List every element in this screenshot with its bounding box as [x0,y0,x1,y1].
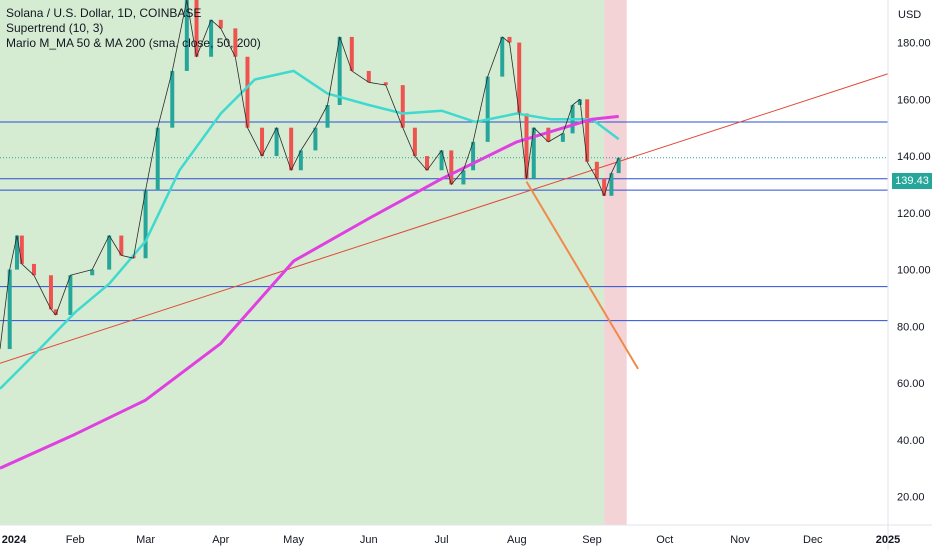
candle-7 [68,275,73,315]
candle-21 [260,127,265,157]
y-tick-label-2: 60.00 [897,378,925,390]
y-tick-label-0: 20.00 [897,492,925,504]
x-tick-label-11: Dec [803,534,823,546]
y-tick-label-4: 100.00 [897,265,931,277]
rising-trendline [0,73,889,364]
candle-5 [48,275,53,310]
candle-9 [107,235,112,270]
candle-3 [19,235,24,264]
candle-30 [383,82,388,86]
x-tick-label-8: Sep [582,534,602,546]
candle-24 [298,150,303,171]
last-price-badge: 139.43 [892,173,932,189]
x-tick-label-4: May [283,534,304,546]
price-line [0,0,620,350]
candle-41 [517,42,522,114]
candle-8 [90,269,95,276]
candle-51 [609,173,614,196]
candle-6 [53,309,58,315]
candle-23 [289,127,294,171]
candle-22 [274,127,279,157]
y-tick-label-7: 160.00 [897,94,931,106]
x-tick-label-3: Apr [212,534,229,546]
bearish-background [604,0,627,525]
ma50-line [0,69,620,390]
candle-34 [439,150,444,171]
y-tick-label-1: 40.00 [897,435,925,447]
chart-legend: Solana / U.S. Dollar, 1D, COINBASE Super… [6,6,261,51]
candle-2 [14,235,19,270]
candle-40 [507,36,512,43]
currency-label[interactable]: USD [898,9,922,21]
candle-26 [325,105,330,128]
candle-31 [400,85,405,128]
bullish-background [0,0,605,525]
candle-29 [366,70,371,83]
candle-18 [218,19,223,29]
x-tick-label-9: Oct [656,534,673,546]
candle-44 [546,127,551,142]
candle-52 [616,157,621,174]
y-tick-label-5: 120.00 [897,208,931,220]
candle-15 [184,0,189,71]
candle-38 [485,76,490,142]
candle-39 [500,36,505,77]
candle-33 [425,156,430,171]
y-tick-label-3: 80.00 [897,321,925,333]
falling-trendline [525,181,639,370]
legend-title: Solana / U.S. Dollar, 1D, COINBASE [6,6,202,20]
candle-36 [461,170,466,185]
x-tick-label-12: 2025 [876,534,900,546]
candle-20 [245,56,250,128]
candle-45 [560,133,565,142]
candle-42 [524,113,529,179]
candle-37 [471,141,476,171]
legend-ma: Mario M_MA 50 & MA 200 (sma, close, 50, … [6,36,261,50]
ma200-line [0,114,619,470]
x-tick-label-0: 2024 [2,534,27,546]
candle-35 [449,150,454,185]
y-tick-label-6: 140.00 [897,151,931,163]
x-tick-label-6: Jul [435,534,449,546]
y-tick-label-8: 180.00 [897,38,931,50]
candle-13 [155,127,160,191]
candle-49 [594,161,599,179]
candle-4 [31,263,36,276]
candle-48 [585,99,590,162]
candle-25 [313,127,318,151]
candle-32 [412,127,417,157]
candle-14 [170,70,175,128]
x-tick-label-1: Feb [66,534,85,546]
candle-12 [143,190,148,259]
x-tick-label-2: Mar [136,534,155,546]
candle-17 [209,19,214,57]
candle-1 [7,269,12,350]
candle-10 [119,235,124,256]
x-tick-label-5: Jun [360,534,378,546]
candle-16 [194,0,199,57]
candle-50 [602,178,607,196]
candle-28 [349,36,354,71]
candle-19 [233,28,238,57]
x-tick-label-10: Nov [730,534,750,546]
candle-43 [531,127,536,179]
legend-supertrend: Supertrend (10, 3) [6,21,104,35]
x-tick-label-7: Aug [507,534,527,546]
candle-27 [337,36,342,105]
